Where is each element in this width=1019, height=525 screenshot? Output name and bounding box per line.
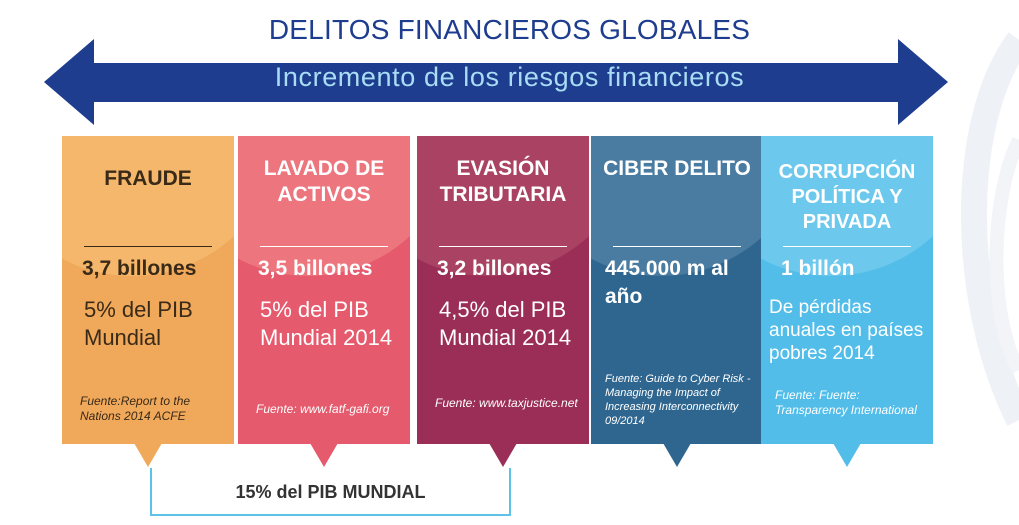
card-pointer [489, 443, 517, 467]
background-swirl [961, 32, 1019, 426]
card-name: FRAUDE [104, 167, 192, 190]
card-source: Fuente:Report to the Nations 2014 ACFE [80, 394, 191, 423]
summary-bracket [150, 468, 511, 516]
card-amount: 3,2 billones [437, 257, 552, 280]
card-ciber-delito: CIBER DELITO 445.000 m al año Fuente: Gu… [591, 136, 763, 468]
card-corrupcion-politica-y-privada: CORRUPCIÓN POLÍTICA Y PRIVADA 1 billón D… [761, 136, 933, 468]
card-source: Fuente: www.taxjustice.net [435, 396, 578, 410]
card-pointer [134, 443, 162, 467]
card-name: CIBER DELITO [603, 157, 751, 180]
card-amount: 1 billón [781, 257, 855, 280]
card-lavado-de-activos: LAVADO DE ACTIVOS 3,5 billones 5% del PI… [238, 136, 410, 468]
card-source: Fuente: www.fatf-gafi.org [256, 402, 390, 416]
card-body: EVASIÓN TRIBUTARIA 3,2 billones 4,5% del… [417, 136, 589, 444]
card-name: LAVADO DE ACTIVOS [263, 157, 385, 206]
card-divider [783, 246, 911, 247]
card-description: De pérdidas anuales en países pobres 201… [769, 297, 924, 364]
card-pointer [833, 443, 861, 467]
card-description: 5% del PIB Mundial [84, 297, 193, 350]
card-description: 5% del PIB Mundial 2014 [260, 297, 393, 350]
card-divider [84, 246, 212, 247]
double-arrow-banner [44, 39, 948, 125]
card-amount: 3,5 billones [258, 257, 373, 280]
card-name: EVASIÓN TRIBUTARIA [439, 157, 567, 206]
subtitle: Incremento de los riesgos financieros [274, 62, 745, 92]
card-pointer [663, 443, 691, 467]
card-amount: 445.000 m al año [605, 257, 729, 308]
card-divider [260, 246, 388, 247]
card-fraude: FRAUDE 3,7 billones 5% del PIB Mundial F… [62, 136, 234, 468]
card-source: Fuente: Fuente: Transparency Internation… [775, 388, 917, 417]
card-description: 4,5% del PIB Mundial 2014 [439, 297, 572, 350]
card-name: CORRUPCIÓN POLÍTICA Y PRIVADA [778, 161, 916, 233]
card-amount: 3,7 billones [82, 257, 197, 280]
card-body: LAVADO DE ACTIVOS 3,5 billones 5% del PI… [238, 136, 410, 444]
card-body: FRAUDE 3,7 billones 5% del PIB Mundial F… [62, 136, 234, 444]
card-body: CORRUPCIÓN POLÍTICA Y PRIVADA 1 billón D… [761, 136, 933, 444]
card-body: CIBER DELITO 445.000 m al año Fuente: Gu… [591, 136, 763, 444]
card-source: Fuente: Guide to Cyber Risk - Managing t… [605, 373, 751, 427]
page-title: DELITOS FINANCIEROS GLOBALES [268, 14, 751, 45]
card-divider [613, 246, 741, 247]
card-pointer [310, 443, 338, 467]
card-evasion-tributaria: EVASIÓN TRIBUTARIA 3,2 billones 4,5% del… [417, 136, 589, 468]
card-divider [439, 246, 567, 247]
summary-label: 15% del PIB MUNDIAL [235, 482, 426, 502]
